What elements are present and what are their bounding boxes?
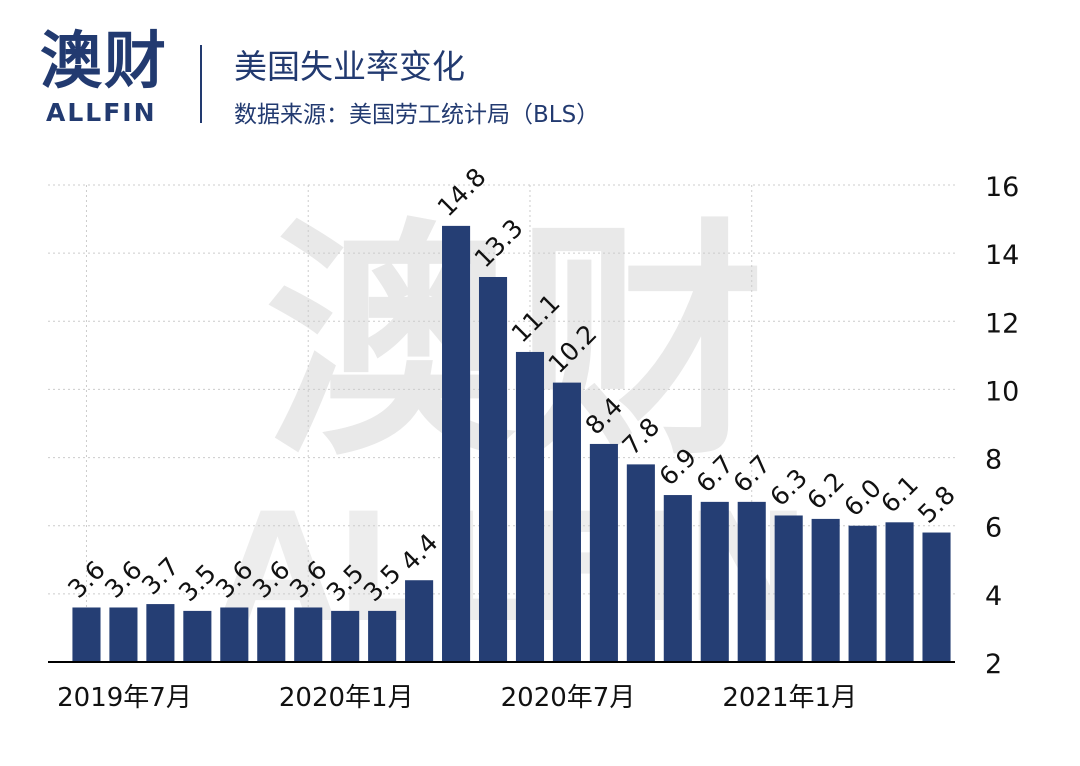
gridlines xyxy=(48,184,955,662)
bars xyxy=(72,225,951,662)
y-tick-label: 16 xyxy=(985,172,1019,203)
bar-2020-09 xyxy=(589,443,618,662)
y-tick-label: 12 xyxy=(985,308,1019,339)
header-divider xyxy=(200,45,202,123)
bar-2020-06 xyxy=(478,276,508,662)
y-tick-label: 8 xyxy=(985,445,1002,476)
bar-2020-11 xyxy=(663,495,692,662)
y-tick-label: 4 xyxy=(985,581,1002,612)
bar-2020-03 xyxy=(368,610,397,662)
bar-2020-12 xyxy=(700,501,729,662)
chart-header: 澳财 ALLFIN 美国失业率变化 数据来源：美国劳工统计局（BLS） xyxy=(0,0,1080,150)
y-tick-label: 6 xyxy=(985,513,1002,544)
y-tick-label: 10 xyxy=(985,376,1019,407)
watermark-cn: 澳财 xyxy=(265,198,765,489)
y-tick-label: 14 xyxy=(985,240,1019,271)
axes: 2 4 6 8 10 12 14 16 2019年7月 2020年1月 2020年7月 2021年1月 xyxy=(48,172,1019,713)
bar-2020-04 xyxy=(405,580,434,662)
bar-2020-10 xyxy=(626,464,655,662)
bar-2020-08 xyxy=(552,382,581,662)
bar-value-label: 3.7 xyxy=(136,552,185,601)
bar-2019-12 xyxy=(257,607,286,662)
bar-2019-11 xyxy=(220,607,249,662)
x-tick-label: 2019年7月 xyxy=(57,683,192,713)
brand-logo-en: ALLFIN xyxy=(46,98,157,127)
x-tick-label: 2021年1月 xyxy=(722,683,857,713)
bar-2019-08 xyxy=(109,607,138,662)
bar-2021-03 xyxy=(811,518,840,662)
bar-2021-01 xyxy=(737,501,766,662)
bar-2021-05 xyxy=(885,522,914,662)
bar-2020-05 xyxy=(442,225,471,662)
bar-2020-07 xyxy=(515,351,545,662)
bar-2021-02 xyxy=(774,515,803,662)
bar-2019-10 xyxy=(183,610,212,662)
brand-logo-cn: 澳财 xyxy=(40,24,169,97)
chart-title: 美国失业率变化 xyxy=(234,47,465,86)
bar-2019-09 xyxy=(146,604,175,662)
bar-2019-07 xyxy=(72,607,101,662)
bar-2020-01 xyxy=(294,607,323,662)
bar-2021-06 xyxy=(922,532,951,662)
x-tick-label: 2020年7月 xyxy=(501,683,636,713)
bar-2021-04 xyxy=(848,525,877,662)
y-tick-label: 2 xyxy=(985,649,1002,680)
data-source: 数据来源：美国劳工统计局（BLS） xyxy=(234,102,600,128)
bar-2020-02 xyxy=(331,610,360,662)
x-tick-label: 2020年1月 xyxy=(279,683,414,713)
